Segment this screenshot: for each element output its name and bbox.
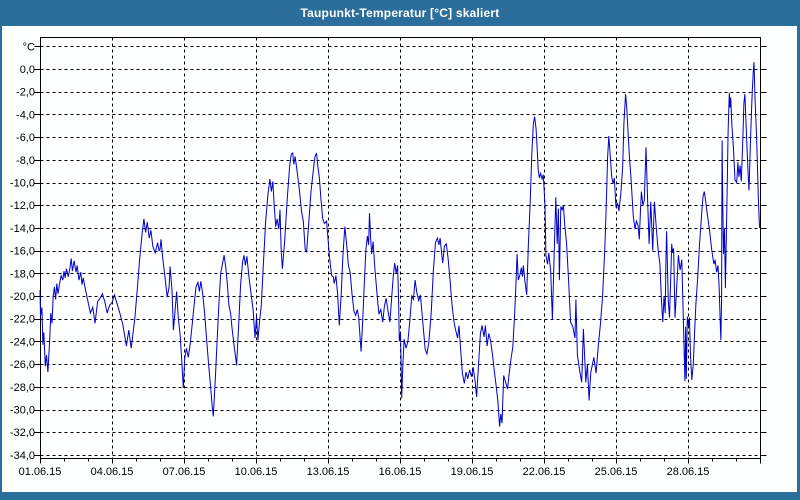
y-tick-label: 0,0 — [20, 64, 35, 76]
chart-panel — [2, 26, 797, 492]
y-tick-label: -20,0 — [10, 291, 35, 303]
y-tick-label: -34,0 — [10, 450, 35, 462]
plot-grid — [34, 37, 767, 464]
y-tick-label: -6,0 — [16, 132, 35, 144]
y-tick-label: -28,0 — [10, 382, 35, 394]
y-tick-label: -30,0 — [10, 405, 35, 417]
x-tick-label: 28.06.15 — [667, 466, 710, 478]
y-tick-label: -18,0 — [10, 268, 35, 280]
window-title: Taupunkt-Temperatur [°C] skaliert — [300, 6, 500, 20]
y-tick-label: -24,0 — [10, 336, 35, 348]
dewpoint-series-line — [39, 62, 760, 427]
x-tick-label: 13.06.15 — [307, 466, 350, 478]
y-tick-label: -22,0 — [10, 314, 35, 326]
title-bar: Taupunkt-Temperatur [°C] skaliert — [0, 0, 800, 26]
y-tick-label: -32,0 — [10, 427, 35, 439]
x-tick-label: 19.06.15 — [451, 466, 494, 478]
y-tick-label: -12,0 — [10, 200, 35, 212]
x-tick-label: 25.06.15 — [595, 466, 638, 478]
y-tick-label: -4,0 — [16, 109, 35, 121]
y-tick-label: -10,0 — [10, 178, 35, 190]
x-tick-label: 04.06.15 — [91, 466, 134, 478]
y-tick-label: -8,0 — [16, 155, 35, 167]
x-tick-label: 01.06.15 — [19, 466, 62, 478]
y-axis-unit-label: °C — [23, 41, 35, 53]
y-tick-label: -16,0 — [10, 246, 35, 258]
axis-labels: 0,0 -2,0 -4,0 -6,0 -8,0 -10,0 -12,0 -14,0 -16,0 -… — [10, 41, 709, 478]
x-tick-label: 07.06.15 — [163, 466, 206, 478]
x-tick-label: 16.06.15 — [379, 466, 422, 478]
y-tick-label: -26,0 — [10, 359, 35, 371]
y-tick-label: -2,0 — [16, 87, 35, 99]
x-tick-label: 22.06.15 — [523, 466, 566, 478]
y-tick-label: -14,0 — [10, 223, 35, 235]
x-tick-label: 10.06.15 — [235, 466, 278, 478]
